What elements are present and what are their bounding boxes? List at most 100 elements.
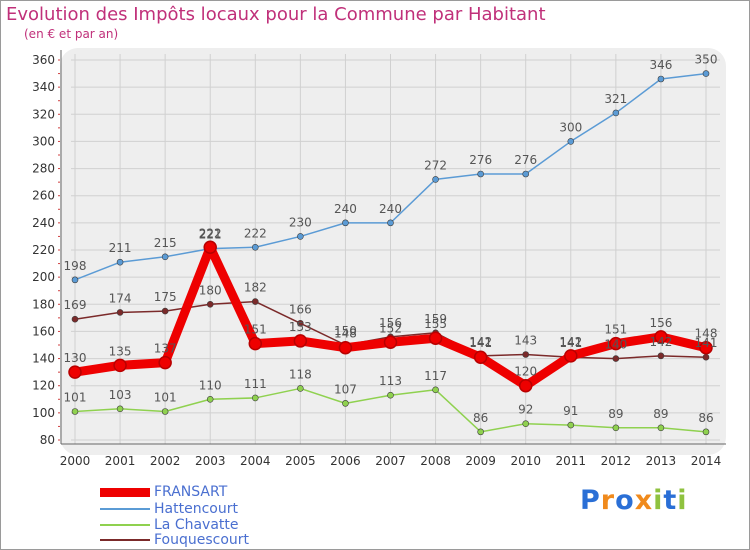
x-tick-label: 2004 bbox=[240, 454, 271, 468]
data-point bbox=[699, 340, 713, 355]
data-label: 148 bbox=[334, 327, 357, 341]
data-point bbox=[612, 355, 620, 362]
data-point bbox=[203, 240, 217, 255]
y-tick-label: 360 bbox=[32, 53, 55, 67]
data-label: 113 bbox=[379, 374, 402, 388]
data-label: 86 bbox=[698, 411, 713, 425]
data-label: 130 bbox=[64, 351, 87, 365]
y-tick-label: 280 bbox=[32, 162, 55, 176]
data-label: 101 bbox=[154, 391, 177, 405]
data-label: 110 bbox=[199, 378, 222, 392]
logo-letter: P bbox=[580, 485, 601, 516]
data-label: 140 bbox=[604, 338, 627, 352]
data-point bbox=[564, 349, 578, 363]
x-tick-label: 2002 bbox=[150, 454, 181, 468]
x-tick-label: 2003 bbox=[195, 454, 226, 468]
data-point bbox=[522, 170, 530, 178]
y-tick-label: 200 bbox=[32, 270, 55, 284]
legend-label: La Chavatte bbox=[154, 517, 239, 533]
data-label: 148 bbox=[695, 327, 718, 341]
data-label: 276 bbox=[469, 153, 492, 167]
data-label: 142 bbox=[649, 335, 672, 349]
data-point bbox=[609, 336, 623, 351]
data-label: 91 bbox=[563, 404, 578, 418]
data-label: 103 bbox=[109, 388, 132, 402]
y-tick-label: 120 bbox=[32, 379, 55, 393]
x-tick-label: 2006 bbox=[330, 454, 361, 468]
data-label: 166 bbox=[289, 302, 312, 316]
data-point bbox=[702, 353, 710, 361]
logo-letter: x bbox=[634, 485, 654, 516]
x-tick-label: 2012 bbox=[601, 454, 632, 468]
chart-subtitle: (en € et par an) bbox=[24, 27, 119, 41]
data-point bbox=[251, 394, 259, 402]
legend-swatch bbox=[100, 508, 150, 510]
data-label: 211 bbox=[109, 241, 132, 255]
data-point bbox=[297, 319, 304, 327]
data-label: 156 bbox=[649, 316, 672, 330]
y-tick-label: 240 bbox=[32, 216, 55, 230]
legend-swatch bbox=[100, 539, 150, 541]
x-tick-label: 2009 bbox=[465, 454, 496, 468]
data-label: 240 bbox=[334, 202, 357, 216]
data-label: 101 bbox=[64, 391, 87, 405]
data-point bbox=[567, 421, 575, 429]
data-point bbox=[297, 385, 304, 392]
data-point bbox=[158, 355, 172, 370]
data-point bbox=[71, 276, 79, 284]
x-tick-label: 2007 bbox=[375, 454, 406, 468]
data-point bbox=[161, 408, 169, 415]
data-point bbox=[654, 330, 668, 344]
data-point bbox=[206, 395, 214, 403]
data-label: 222 bbox=[244, 226, 267, 240]
data-point bbox=[387, 219, 394, 227]
legend-label: FRANSART bbox=[154, 484, 228, 500]
legend-item-hattencourt: Hattencourt bbox=[100, 502, 238, 516]
data-point bbox=[116, 258, 124, 266]
data-label: 222 bbox=[199, 226, 222, 240]
logo-letter: o bbox=[615, 485, 635, 516]
data-point bbox=[612, 109, 620, 117]
data-point bbox=[68, 365, 82, 379]
data-point bbox=[702, 428, 710, 436]
data-label: 141 bbox=[469, 336, 492, 350]
data-point bbox=[342, 400, 349, 407]
data-label: 174 bbox=[109, 291, 132, 305]
data-label: 142 bbox=[559, 335, 582, 349]
data-point bbox=[387, 391, 394, 399]
data-label: 230 bbox=[289, 215, 312, 229]
x-tick-label: 2000 bbox=[60, 454, 91, 468]
data-point bbox=[612, 424, 620, 432]
data-label: 221 bbox=[199, 228, 222, 242]
data-point bbox=[251, 243, 259, 251]
data-point bbox=[248, 336, 263, 351]
data-label: 155 bbox=[424, 317, 447, 331]
data-point bbox=[567, 138, 575, 145]
data-point bbox=[522, 420, 530, 428]
y-tick-label: 140 bbox=[32, 352, 55, 366]
logo-letter: i bbox=[677, 485, 688, 516]
logo-letter: i bbox=[653, 485, 664, 516]
x-tick-label: 2001 bbox=[105, 454, 136, 468]
data-label: 153 bbox=[289, 320, 312, 334]
logo-letter: r bbox=[600, 485, 616, 516]
data-point bbox=[432, 386, 439, 394]
data-label: 198 bbox=[64, 259, 87, 273]
data-point bbox=[657, 424, 665, 432]
legend-item-fouquescourt: Fouquescourt bbox=[100, 533, 249, 547]
x-tick-label: 2013 bbox=[646, 454, 677, 468]
y-tick-label: 220 bbox=[32, 243, 55, 257]
data-label: 141 bbox=[559, 336, 582, 350]
data-label: 156 bbox=[379, 316, 402, 330]
data-label: 86 bbox=[473, 411, 488, 425]
data-label: 151 bbox=[244, 323, 267, 337]
legend-label: Hattencourt bbox=[154, 501, 238, 517]
data-point bbox=[161, 253, 169, 261]
data-label: 272 bbox=[424, 158, 447, 172]
data-label: 89 bbox=[653, 407, 668, 421]
data-label: 135 bbox=[109, 344, 132, 358]
data-point bbox=[113, 358, 127, 373]
legend-item-fransart: FRANSART bbox=[100, 485, 227, 499]
x-tick-label: 2005 bbox=[285, 454, 316, 468]
data-label: 142 bbox=[469, 335, 492, 349]
